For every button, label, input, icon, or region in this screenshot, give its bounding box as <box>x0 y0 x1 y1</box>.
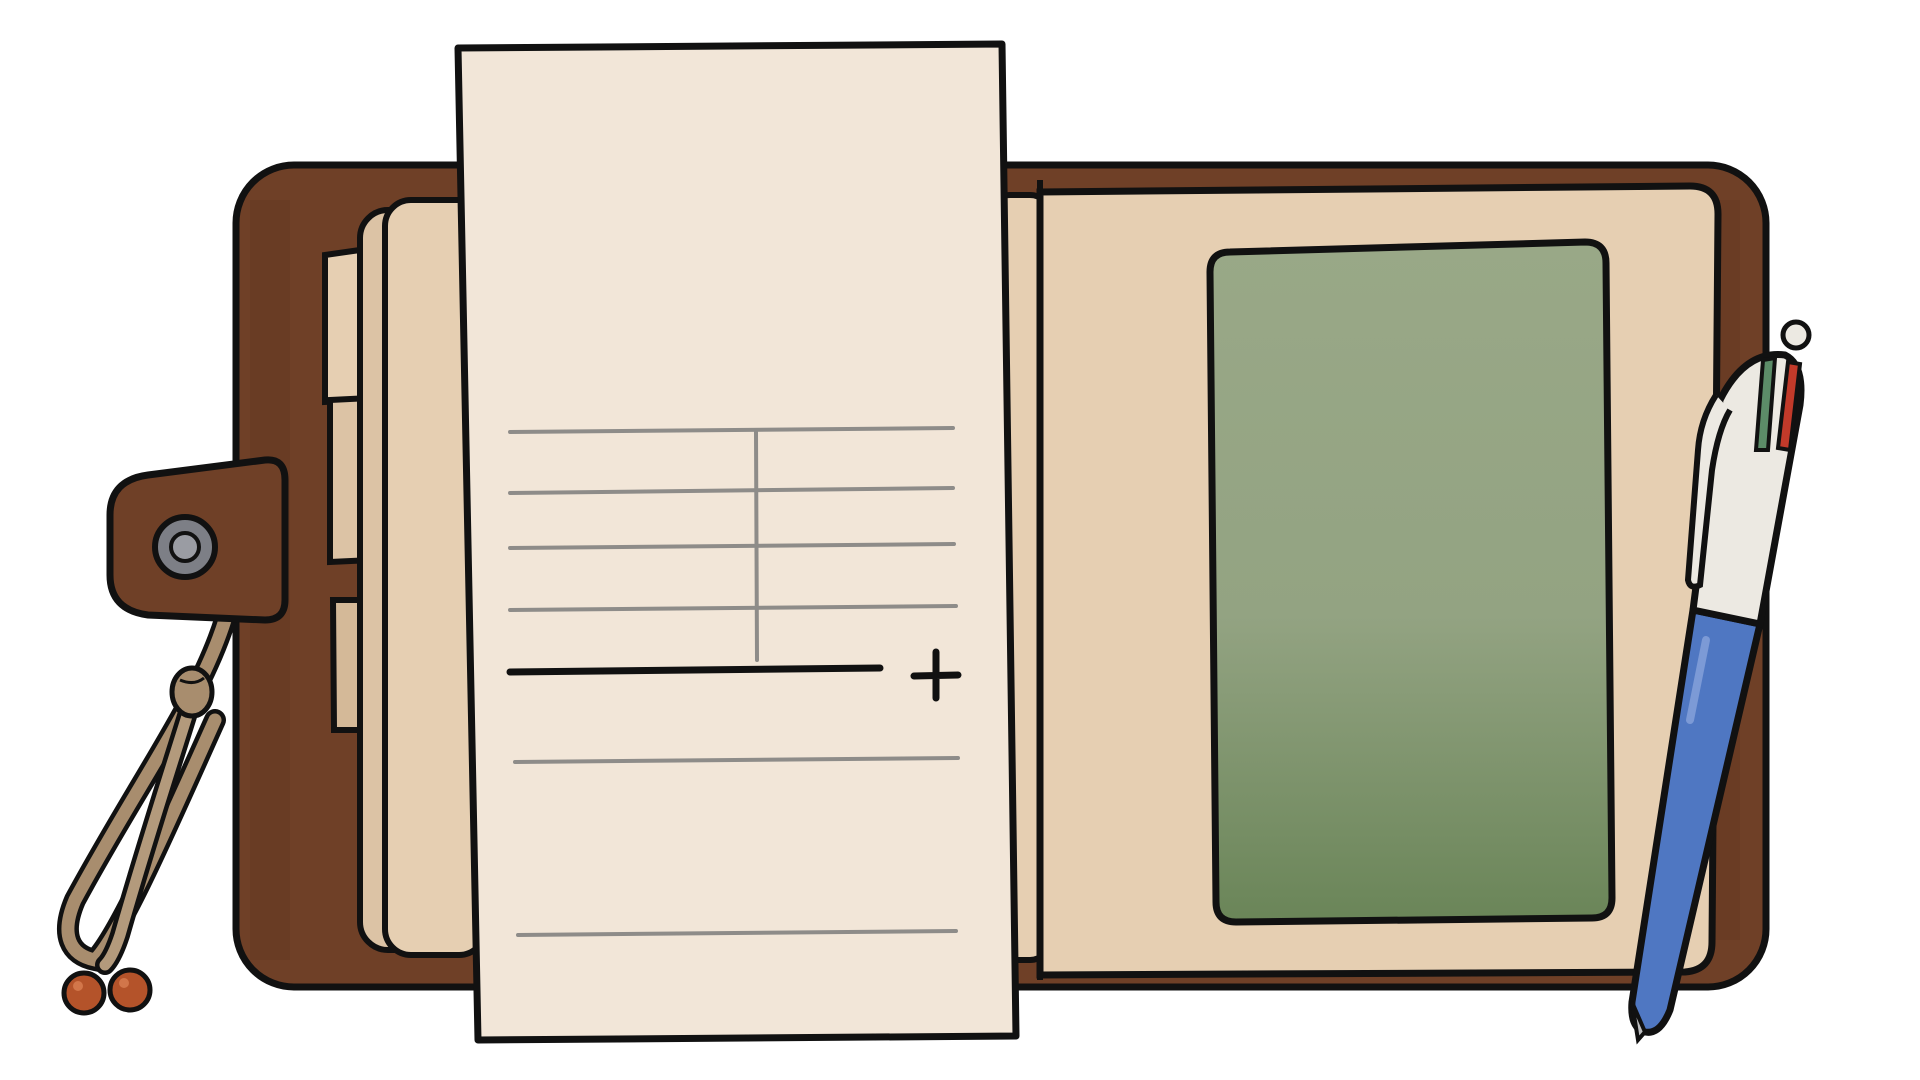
note-table <box>508 426 958 662</box>
four-color-pen[interactable] <box>1628 319 1812 1045</box>
note-sheet <box>454 40 1020 1044</box>
entry-line[interactable] <box>506 664 884 676</box>
table-row-line <box>508 542 956 550</box>
table-row-line <box>508 486 955 495</box>
photo-card[interactable] <box>1206 238 1616 926</box>
snap-closure-tab[interactable] <box>106 456 289 624</box>
writing-line[interactable] <box>516 929 958 937</box>
table-row-line <box>508 604 958 612</box>
table-column-divider <box>754 430 759 662</box>
strap-beads <box>61 967 153 1016</box>
table-row-line <box>508 426 955 434</box>
plus-icon[interactable] <box>905 645 965 705</box>
writing-line[interactable] <box>513 756 960 764</box>
writing-lines <box>513 756 960 937</box>
elastic-strap[interactable] <box>56 609 236 975</box>
